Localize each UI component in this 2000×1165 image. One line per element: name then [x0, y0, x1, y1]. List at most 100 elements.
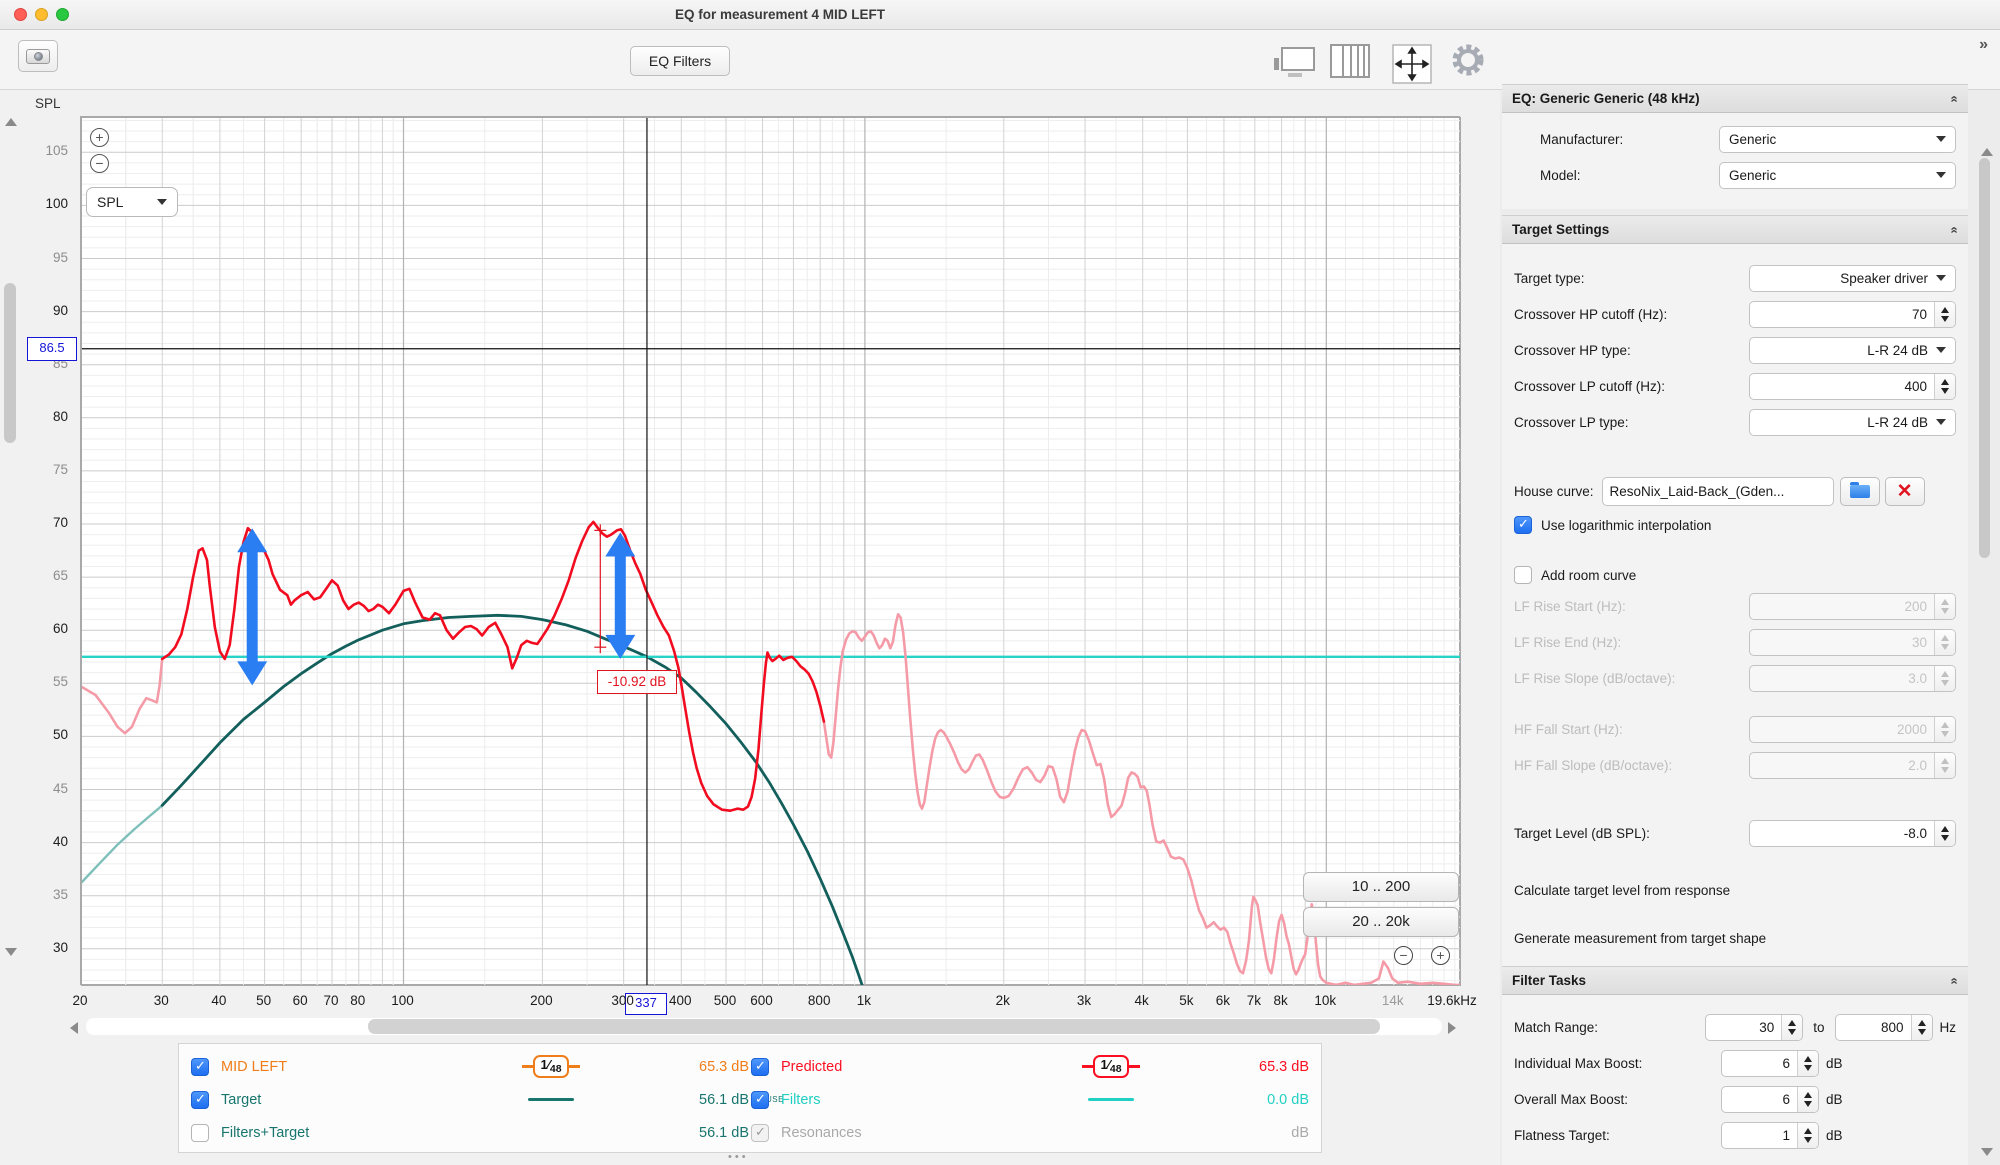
scroll-up-arrow[interactable]: [5, 118, 17, 126]
stepper-down-icon[interactable]: [1788, 1028, 1797, 1035]
stepper-arrows[interactable]: [1934, 373, 1955, 399]
stepper-down-icon[interactable]: [1941, 730, 1949, 737]
scroll-right-arrow[interactable]: [1448, 1022, 1456, 1034]
stepper-up-icon[interactable]: [1941, 825, 1949, 832]
stepper-down-icon[interactable]: [1941, 679, 1949, 686]
stepper-down-icon[interactable]: [1804, 1136, 1812, 1143]
calculate-target-level-link[interactable]: Calculate target level from response: [1514, 883, 1731, 898]
generate-measurement-link[interactable]: Generate measurement from target shape: [1514, 931, 1767, 946]
minimize-traffic-light[interactable]: [35, 8, 48, 21]
scroll-left-arrow[interactable]: [70, 1022, 78, 1034]
stepper-arrows[interactable]: [1934, 593, 1955, 619]
house-curve-field[interactable]: ResoNix_Laid-Back_(Gden...: [1601, 476, 1834, 506]
dropdown-field[interactable]: L-R 24 dB: [1749, 336, 1956, 364]
vertical-scrollbar-thumb[interactable]: [4, 283, 16, 443]
log-interpolation-checkbox[interactable]: [1514, 516, 1532, 534]
model-select[interactable]: Generic: [1719, 161, 1956, 189]
panel-scroll-down-arrow[interactable]: [1981, 1148, 1993, 1156]
dropdown-field[interactable]: L-R 24 dB: [1749, 408, 1956, 436]
zoom-out-x-button[interactable]: −: [1394, 946, 1413, 965]
stepper-up-icon[interactable]: [1941, 306, 1949, 313]
panel-scrollbar-thumb[interactable]: [1979, 158, 1990, 558]
stepper-up-icon[interactable]: [1788, 1019, 1797, 1026]
stepper-arrows[interactable]: [1934, 665, 1955, 691]
stepper-up-icon[interactable]: [1941, 721, 1949, 728]
stepper-arrows[interactable]: [1797, 1086, 1818, 1112]
add-room-curve-checkbox[interactable]: [1514, 566, 1532, 584]
expand-panel-chevrons[interactable]: »: [1979, 36, 1988, 53]
stepper-down-icon[interactable]: [1941, 834, 1949, 841]
stepper-arrows[interactable]: [1934, 752, 1955, 778]
stepper-down-icon[interactable]: [1941, 607, 1949, 614]
stepper-up-icon[interactable]: [1804, 1055, 1812, 1062]
graph-type-selector[interactable]: SPL: [86, 187, 178, 217]
legend-checkbox[interactable]: [751, 1057, 769, 1076]
column-layout-icon[interactable]: [1330, 44, 1370, 83]
target-adjust-arrow-2[interactable]: [605, 532, 636, 659]
close-traffic-light[interactable]: [14, 8, 27, 21]
stepper-up-icon[interactable]: [1804, 1127, 1812, 1134]
stepper-field[interactable]: -8.0: [1749, 819, 1956, 847]
collapse-icon[interactable]: «: [1947, 977, 1963, 984]
legend-checkbox[interactable]: [191, 1090, 209, 1109]
stepper-down-icon[interactable]: [1917, 1028, 1926, 1035]
stepper-field[interactable]: 6: [1721, 1085, 1819, 1113]
stepper-field[interactable]: 30: [1705, 1013, 1804, 1041]
stepper-field[interactable]: 3.0: [1749, 664, 1956, 692]
target-adjust-arrow-1[interactable]: [237, 528, 268, 686]
zoom-in-y-button[interactable]: +: [90, 128, 109, 147]
clear-house-curve-button[interactable]: ✕: [1884, 476, 1925, 506]
stepper-arrows[interactable]: [1934, 629, 1955, 655]
browse-house-curve-button[interactable]: [1839, 476, 1880, 506]
stepper-up-icon[interactable]: [1941, 634, 1949, 641]
plot-area[interactable]: + − SPL 10 .. 200 20 .. 20k − + -10.92 d…: [80, 116, 1461, 986]
legend-checkbox[interactable]: [191, 1123, 209, 1142]
filter-tasks-header[interactable]: Filter Tasks «: [1502, 966, 1968, 995]
stepper-field[interactable]: 2000: [1749, 715, 1956, 743]
stepper-field[interactable]: 200: [1749, 592, 1956, 620]
eq-section-header[interactable]: EQ: Generic Generic (48 kHz) «: [1502, 84, 1968, 113]
range-20-20k-button[interactable]: 20 .. 20k: [1303, 907, 1459, 937]
stepper-field[interactable]: 2.0: [1749, 751, 1956, 779]
stepper-arrows[interactable]: [1910, 1014, 1932, 1040]
stepper-up-icon[interactable]: [1917, 1019, 1926, 1026]
stepper-field[interactable]: 400: [1749, 372, 1956, 400]
stepper-down-icon[interactable]: [1804, 1064, 1812, 1071]
window-resize-dots[interactable]: •••: [728, 1151, 749, 1163]
manufacturer-select[interactable]: Generic: [1719, 125, 1956, 153]
stepper-down-icon[interactable]: [1941, 387, 1949, 394]
stepper-down-icon[interactable]: [1941, 643, 1949, 650]
stepper-field[interactable]: 30: [1749, 628, 1956, 656]
range-10-200-button[interactable]: 10 .. 200: [1303, 872, 1459, 902]
zoom-in-x-button[interactable]: +: [1431, 946, 1450, 965]
zoom-out-y-button[interactable]: −: [90, 154, 109, 173]
stepper-arrows[interactable]: [1797, 1122, 1818, 1148]
collapse-icon[interactable]: «: [1947, 226, 1963, 233]
spl-frequency-chart[interactable]: [81, 117, 1461, 986]
stepper-up-icon[interactable]: [1941, 757, 1949, 764]
stepper-field[interactable]: 800: [1834, 1013, 1933, 1041]
stepper-down-icon[interactable]: [1941, 766, 1949, 773]
legend-checkbox[interactable]: [751, 1123, 769, 1142]
stepper-field[interactable]: 6: [1721, 1049, 1819, 1077]
scroll-down-arrow[interactable]: [5, 948, 17, 956]
dropdown-field[interactable]: Speaker driver: [1749, 264, 1956, 292]
stepper-down-icon[interactable]: [1941, 315, 1949, 322]
graph-layout-icon[interactable]: [1272, 44, 1316, 83]
stepper-field[interactable]: 70: [1749, 300, 1956, 328]
stepper-field[interactable]: 1: [1721, 1121, 1819, 1149]
horizontal-scrollbar-thumb[interactable]: [368, 1019, 1380, 1034]
zoom-traffic-light[interactable]: [56, 8, 69, 21]
target-settings-header[interactable]: Target Settings «: [1502, 215, 1968, 244]
stepper-arrows[interactable]: [1934, 716, 1955, 742]
capture-graph-button[interactable]: [18, 40, 58, 72]
eq-filters-button[interactable]: EQ Filters: [630, 46, 730, 76]
panel-scroll-up-arrow[interactable]: [1981, 148, 1993, 156]
stepper-up-icon[interactable]: [1941, 670, 1949, 677]
pan-arrows-icon[interactable]: [1392, 44, 1432, 89]
stepper-arrows[interactable]: [1781, 1014, 1803, 1040]
stepper-down-icon[interactable]: [1804, 1100, 1812, 1107]
stepper-up-icon[interactable]: [1941, 378, 1949, 385]
stepper-arrows[interactable]: [1797, 1050, 1818, 1076]
legend-checkbox[interactable]: [751, 1090, 769, 1109]
